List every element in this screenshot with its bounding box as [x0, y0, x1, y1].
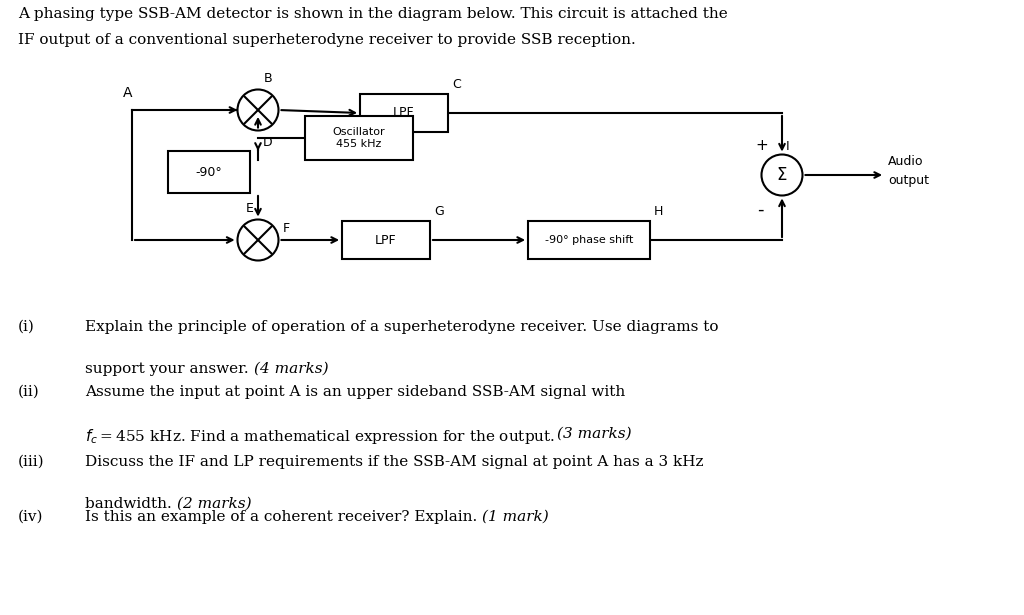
- Text: A phasing type SSB-AM detector is shown in the diagram below. This circuit is at: A phasing type SSB-AM detector is shown …: [18, 7, 728, 21]
- Text: I: I: [786, 140, 790, 154]
- Text: $f_c$ = 455 kHz. Find a mathematical expression for the output.: $f_c$ = 455 kHz. Find a mathematical exp…: [85, 427, 557, 446]
- Text: H: H: [654, 205, 664, 218]
- Text: Is this an example of a coherent receiver? Explain.: Is this an example of a coherent receive…: [85, 510, 482, 524]
- Text: IF output of a conventional superheterodyne receiver to provide SSB reception.: IF output of a conventional superheterod…: [18, 33, 636, 47]
- Text: LPF: LPF: [375, 234, 397, 247]
- Circle shape: [238, 220, 279, 261]
- Text: support your answer.: support your answer.: [85, 362, 254, 376]
- Bar: [528, 221, 650, 259]
- Text: +: +: [756, 138, 768, 153]
- Circle shape: [762, 154, 803, 196]
- Text: Explain the principle of operation of a superheterodyne receiver. Use diagrams t: Explain the principle of operation of a …: [85, 320, 719, 334]
- Text: LPF: LPF: [393, 106, 415, 119]
- Text: (1 mark): (1 mark): [482, 510, 549, 524]
- Text: -: -: [757, 200, 763, 218]
- Bar: [342, 221, 430, 259]
- Text: (3 marks): (3 marks): [557, 427, 631, 441]
- Text: output: output: [888, 175, 929, 188]
- Text: G: G: [434, 205, 443, 218]
- Circle shape: [238, 90, 279, 130]
- Bar: [305, 116, 413, 160]
- Text: (i): (i): [18, 320, 35, 334]
- Bar: [168, 151, 250, 193]
- Text: (ii): (ii): [18, 385, 40, 399]
- Text: $\Sigma$: $\Sigma$: [776, 166, 787, 184]
- Text: (iii): (iii): [18, 455, 45, 469]
- Text: Oscillator
455 kHz: Oscillator 455 kHz: [333, 127, 385, 149]
- Text: Assume the input at point A is an upper sideband SSB-AM signal with: Assume the input at point A is an upper …: [85, 385, 626, 399]
- Text: -90°: -90°: [196, 165, 222, 178]
- Text: D: D: [263, 137, 272, 149]
- Text: (2 marks): (2 marks): [176, 497, 251, 511]
- Text: (iv): (iv): [18, 510, 43, 524]
- Text: -90° phase shift: -90° phase shift: [545, 235, 633, 245]
- Text: E: E: [246, 202, 254, 215]
- Text: bandwidth.: bandwidth.: [85, 497, 176, 511]
- Text: C: C: [452, 78, 461, 91]
- Text: B: B: [264, 73, 272, 85]
- Text: A: A: [123, 86, 133, 100]
- Bar: [360, 94, 449, 132]
- Text: Audio: Audio: [888, 155, 924, 168]
- Text: (4 marks): (4 marks): [254, 362, 328, 376]
- Text: Discuss the IF and LP requirements if the SSB-AM signal at point A has a 3 kHz: Discuss the IF and LP requirements if th…: [85, 455, 703, 469]
- Text: F: F: [283, 222, 290, 235]
